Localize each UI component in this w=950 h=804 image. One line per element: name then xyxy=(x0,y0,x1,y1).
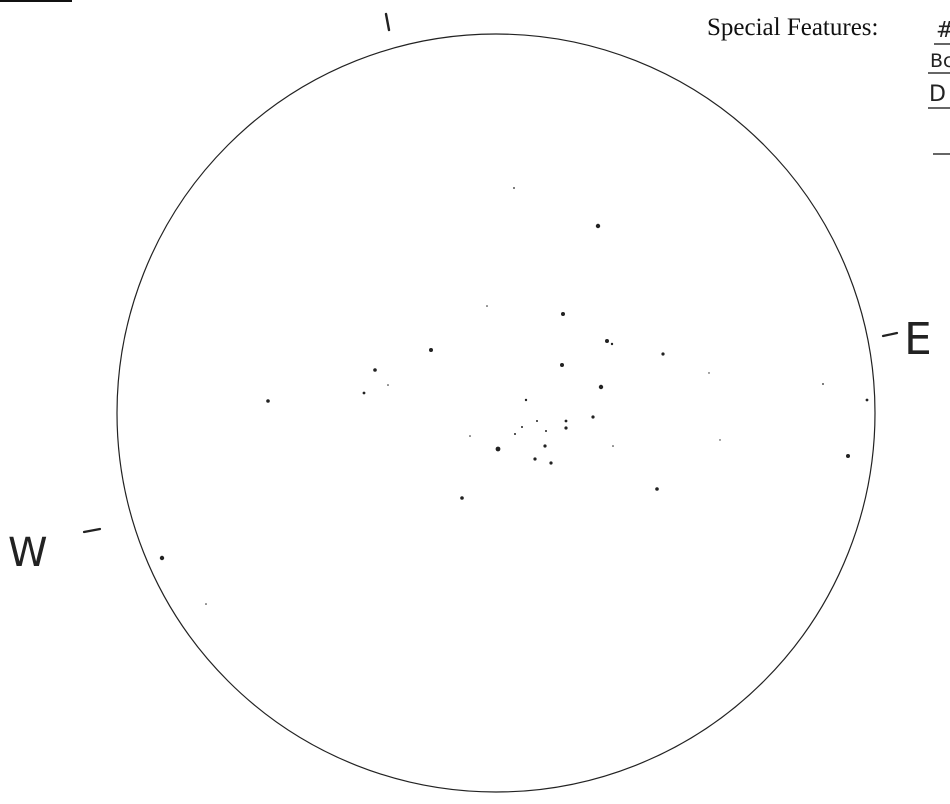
star-17 xyxy=(521,426,523,428)
star-12 xyxy=(524,398,528,402)
star-35 xyxy=(469,435,471,437)
west-tick-mark xyxy=(82,527,102,534)
star-7 xyxy=(373,368,377,372)
star-32 xyxy=(708,372,710,374)
star-24 xyxy=(655,487,659,491)
star-30 xyxy=(514,433,516,435)
special-features-label: Special Features: xyxy=(707,14,879,41)
star-1 xyxy=(595,223,601,229)
star-16 xyxy=(536,420,538,422)
star-36 xyxy=(719,439,721,441)
star-28 xyxy=(159,555,165,561)
star-11 xyxy=(598,384,604,390)
star-19 xyxy=(495,446,501,452)
star-21 xyxy=(533,457,537,461)
star-18 xyxy=(545,430,547,432)
star-14 xyxy=(564,419,568,423)
star-29 xyxy=(513,187,515,189)
star-5 xyxy=(661,352,665,356)
star-33 xyxy=(387,384,389,386)
star-15 xyxy=(564,426,568,430)
star-26 xyxy=(865,398,869,402)
west-label: W xyxy=(8,530,48,576)
corner-rule xyxy=(0,0,72,2)
star-13 xyxy=(591,415,595,419)
star-23 xyxy=(460,496,464,500)
star-31 xyxy=(486,305,488,307)
star-34 xyxy=(612,445,614,447)
star-10 xyxy=(560,363,564,367)
star-3 xyxy=(605,339,609,343)
star-20 xyxy=(543,444,547,448)
star-6 xyxy=(429,348,433,352)
star-2 xyxy=(561,312,565,316)
star-37 xyxy=(205,603,207,605)
feature-line-1: # xyxy=(936,18,950,43)
star-4 xyxy=(610,342,614,346)
star-25 xyxy=(846,454,850,458)
field-of-view-circle xyxy=(116,33,876,793)
star-27 xyxy=(822,383,824,385)
east-label: E xyxy=(904,314,932,365)
star-field xyxy=(159,187,869,605)
east-tick-mark xyxy=(881,331,899,338)
feature-line-2: Bc xyxy=(930,50,950,72)
star-22 xyxy=(549,461,553,465)
star-8 xyxy=(362,391,366,395)
north-mark xyxy=(384,12,391,32)
feature-line-3: D xyxy=(929,82,946,107)
star-9 xyxy=(266,399,270,403)
